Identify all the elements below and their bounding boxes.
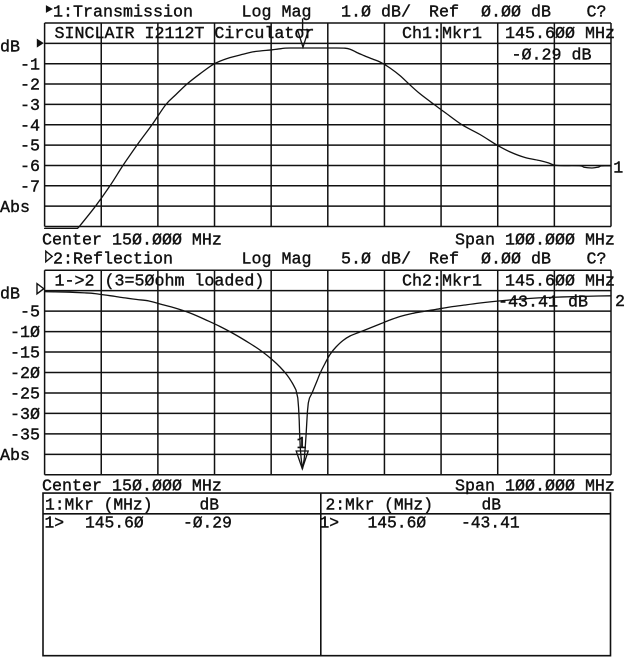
- svg-text:C?: C?: [587, 250, 607, 269]
- svg-text:1->2 (3=5Øohm loaded): 1->2 (3=5Øohm loaded): [55, 273, 265, 292]
- svg-text:145.6ØØ MHz: 145.6ØØ MHz: [505, 273, 615, 292]
- svg-text:SINCLAIR I2112T Circulator: SINCLAIR I2112T Circulator: [55, 25, 315, 44]
- svg-text:-43.41: -43.41: [461, 514, 520, 533]
- svg-text:145.6ØØ MHz: 145.6ØØ MHz: [505, 25, 615, 44]
- svg-text:Center 15Ø.ØØØ MHz: Center 15Ø.ØØØ MHz: [42, 232, 222, 251]
- svg-text:-Ø.29 dB: -Ø.29 dB: [512, 46, 592, 65]
- svg-text:1.Ø dB/: 1.Ø dB/: [341, 4, 411, 23]
- svg-text:5.Ø dB/: 5.Ø dB/: [341, 250, 411, 269]
- svg-text:dB: dB: [0, 286, 20, 305]
- svg-text:-5: -5: [20, 304, 40, 323]
- svg-text:Ø.ØØ dB: Ø.ØØ dB: [481, 250, 551, 269]
- svg-text:-25: -25: [10, 386, 40, 405]
- svg-text:145.6Ø: 145.6Ø: [368, 514, 427, 533]
- svg-text:-3: -3: [20, 97, 40, 116]
- svg-text:-4: -4: [20, 117, 40, 136]
- svg-text:1: 1: [297, 435, 307, 454]
- svg-text:-2: -2: [20, 77, 40, 96]
- svg-text:Span 1ØØ.ØØØ MHz: Span 1ØØ.ØØØ MHz: [455, 232, 615, 251]
- svg-text:-1Ø: -1Ø: [10, 324, 40, 343]
- svg-text:dB: dB: [200, 495, 220, 514]
- svg-text:-5: -5: [20, 138, 40, 157]
- svg-text:-7: -7: [20, 178, 40, 197]
- svg-text:-43.41 dB: -43.41 dB: [498, 293, 588, 312]
- svg-text:1>: 1>: [320, 514, 340, 533]
- svg-text:Ch2:Mkr1: Ch2:Mkr1: [402, 273, 482, 292]
- svg-text:Abs: Abs: [0, 199, 30, 218]
- svg-text:Abs: Abs: [0, 447, 30, 466]
- svg-text:1: 1: [613, 160, 623, 179]
- svg-text:-15: -15: [10, 345, 40, 364]
- svg-text:1:Mkr (MHz): 1:Mkr (MHz): [45, 495, 152, 514]
- svg-text:dB: dB: [0, 38, 20, 57]
- svg-text:-6: -6: [20, 158, 40, 177]
- svg-text:-Ø.29: -Ø.29: [183, 514, 232, 533]
- svg-text:-1: -1: [20, 56, 40, 75]
- svg-text:Ref: Ref: [429, 250, 459, 269]
- svg-text:2:Mkr (MHz): 2:Mkr (MHz): [326, 495, 433, 514]
- svg-text:Ø.ØØ dB: Ø.ØØ dB: [481, 4, 551, 23]
- svg-text:-2Ø: -2Ø: [10, 365, 40, 384]
- svg-text:C?: C?: [587, 4, 607, 23]
- svg-text:dB: dB: [482, 495, 502, 514]
- svg-text:-3Ø: -3Ø: [10, 406, 40, 425]
- svg-text:145.6Ø: 145.6Ø: [85, 514, 144, 533]
- svg-text:Span 1ØØ.ØØØ MHz: Span 1ØØ.ØØØ MHz: [455, 478, 615, 497]
- svg-text:Ref: Ref: [429, 4, 459, 23]
- svg-text:2:Reflection: 2:Reflection: [53, 250, 173, 269]
- svg-text:Log Mag: Log Mag: [242, 250, 312, 269]
- svg-text:Ch1:Mkr1: Ch1:Mkr1: [402, 25, 482, 44]
- svg-text:Center 15Ø.ØØØ MHz: Center 15Ø.ØØØ MHz: [42, 478, 222, 497]
- svg-text:Log Mag: Log Mag: [242, 4, 312, 23]
- svg-text:1:Transmission: 1:Transmission: [53, 4, 193, 23]
- svg-text:-35: -35: [10, 427, 40, 446]
- svg-text:1>: 1>: [45, 514, 65, 533]
- svg-text:2: 2: [615, 293, 625, 312]
